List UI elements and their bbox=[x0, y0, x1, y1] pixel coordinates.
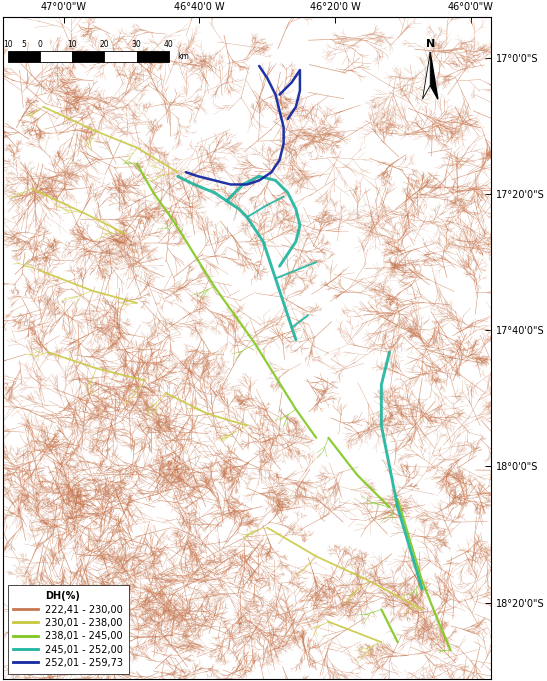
Legend: DH(%), 222,41 - 230,00, 230,01 - 238,00, 238,01 - 245,00, 245,01 - 252,00, 252,0: DH(%), 222,41 - 230,00, 230,01 - 238,00,… bbox=[8, 586, 129, 674]
